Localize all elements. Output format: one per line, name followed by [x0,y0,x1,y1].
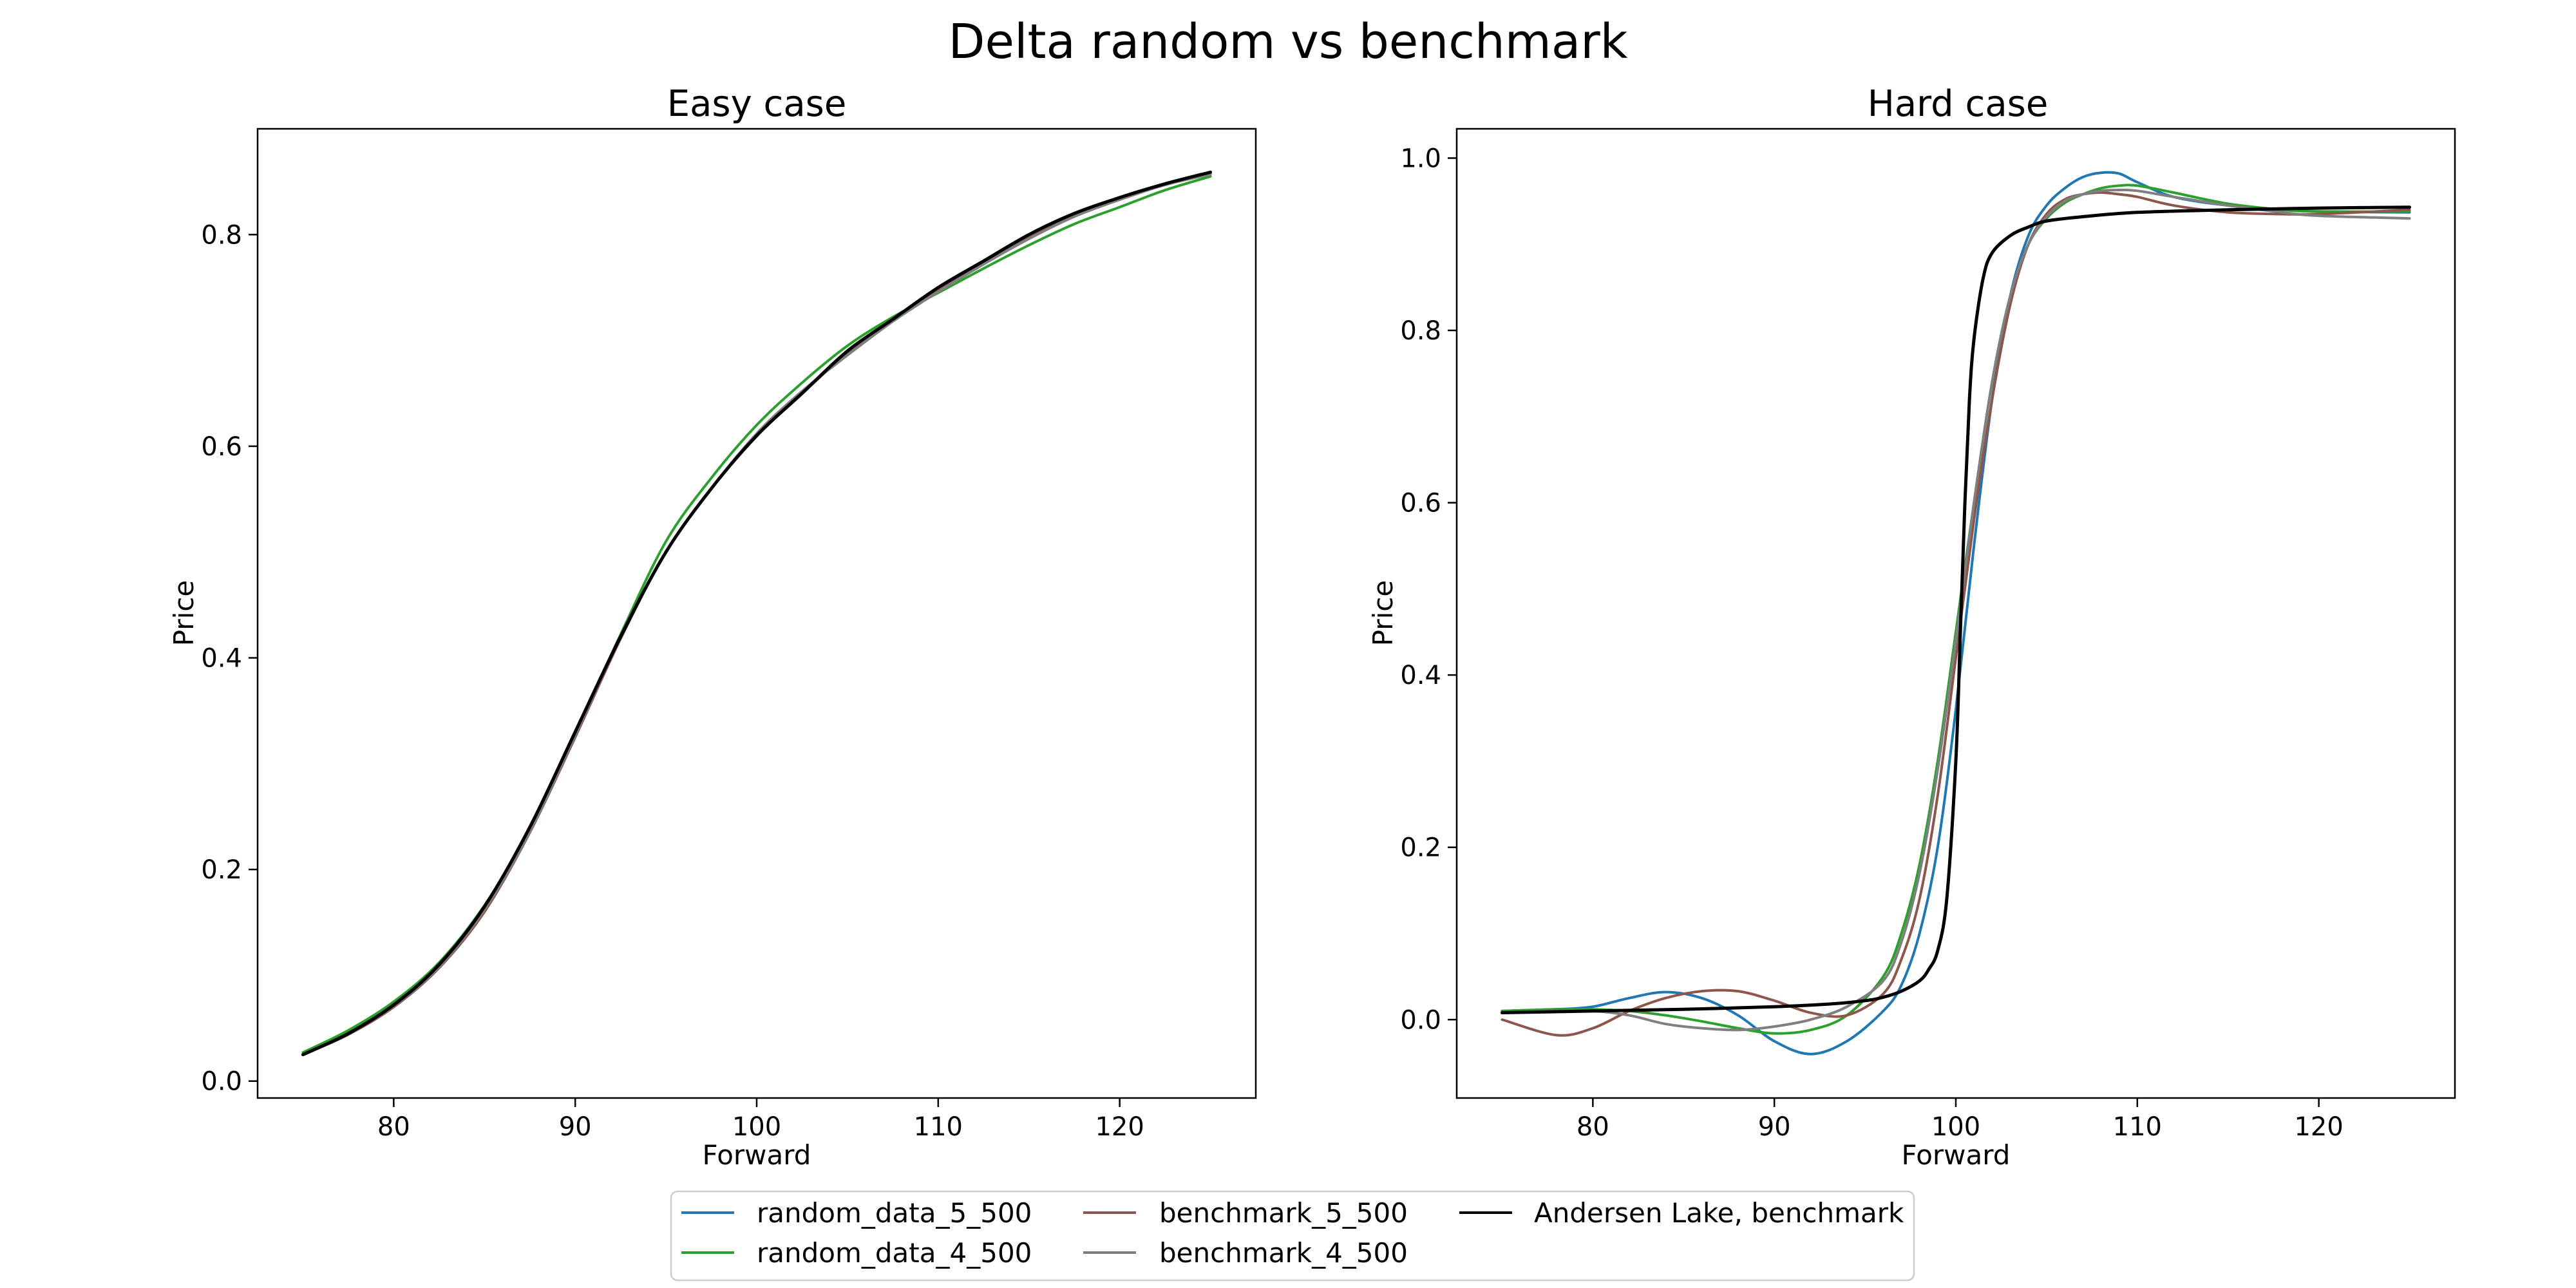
series-line [1501,191,2411,1037]
x-tick-label: 80 [1577,1112,1609,1142]
chart-title: Hard case [1868,83,2049,125]
y-axis-label: Price [168,580,200,646]
x-tick-label: 110 [2113,1112,2162,1142]
chart-panel-easy-case: Easy case 80 90 100 110 120 0.00.20.40.60.8 … [168,83,1257,1171]
x-axis: 80 90 100 110 120 [1577,1098,2344,1142]
series-layer [1500,171,2412,1056]
x-tick-label: 90 [559,1112,592,1142]
chart-title: Easy case [667,83,847,125]
y-tick-label: 0.6 [1400,489,1441,518]
x-axis: 80 90 100 110 120 [377,1098,1144,1142]
x-tick-label: 90 [1758,1112,1791,1142]
series-line [1501,171,2411,1056]
series-line [1501,188,2411,1032]
legend-entry: random_data_5_500 [681,1197,1032,1229]
x-tick-label: 100 [1931,1112,1980,1142]
y-tick-label: 0.4 [201,644,242,674]
legend-entry: benchmark_4_500 [1083,1237,1408,1269]
x-tick-label: 120 [2294,1112,2343,1142]
y-tick-label: 0.0 [1400,1005,1441,1035]
y-tick-label: 1.0 [1400,144,1441,173]
y-tick-label: 0.2 [1400,833,1441,863]
x-axis-label: Forward [703,1139,811,1171]
y-axis: 0.0 0.2 0.4 0.6 0.8 [201,220,258,1097]
y-tick-label: 0.8 [201,220,242,250]
legend-label: random_data_4_500 [757,1237,1032,1269]
legend-entry: Andersen Lake, benchmark [1459,1197,1904,1229]
x-tick-label: 110 [914,1112,963,1142]
y-tick-label: 0.2 [201,855,242,885]
figure-title: Delta random vs benchmark [948,14,1627,70]
legend: random_data_5_500 random_data_4_500 benc… [670,1190,1915,1282]
series-line [1500,205,2412,1015]
y-tick-label: 0.8 [1400,316,1441,346]
series-line [301,170,1213,1057]
x-axis-label: Forward [1902,1139,2011,1171]
legend-entry: benchmark_5_500 [1083,1197,1408,1229]
y-axis-label: Price [1367,580,1399,646]
legend-label: random_data_5_500 [757,1197,1032,1229]
x-tick-label: 100 [732,1112,781,1142]
legend-label: Andersen Lake, benchmark [1534,1197,1904,1229]
y-tick-label: 0.4 [1400,661,1441,690]
y-tick-label: 0.6 [201,432,242,462]
chart-panel-hard-case: Hard case 80 90 100 110 120 0.0 0.2 0.4 0.6 0.8 1… [1367,83,2456,1171]
legend-label: benchmark_5_500 [1159,1197,1408,1229]
y-axis: 0.0 0.2 0.4 0.6 0.8 1.0 [1400,144,1457,1035]
legend-label: benchmark_4_500 [1159,1237,1408,1269]
legend-entry: random_data_4_500 [681,1237,1032,1269]
x-tick-label: 80 [377,1112,410,1142]
x-tick-label: 120 [1095,1112,1144,1142]
y-tick-label: 0.0 [201,1067,242,1097]
legend-frame [670,1190,1915,1282]
series-layer [301,170,1213,1057]
